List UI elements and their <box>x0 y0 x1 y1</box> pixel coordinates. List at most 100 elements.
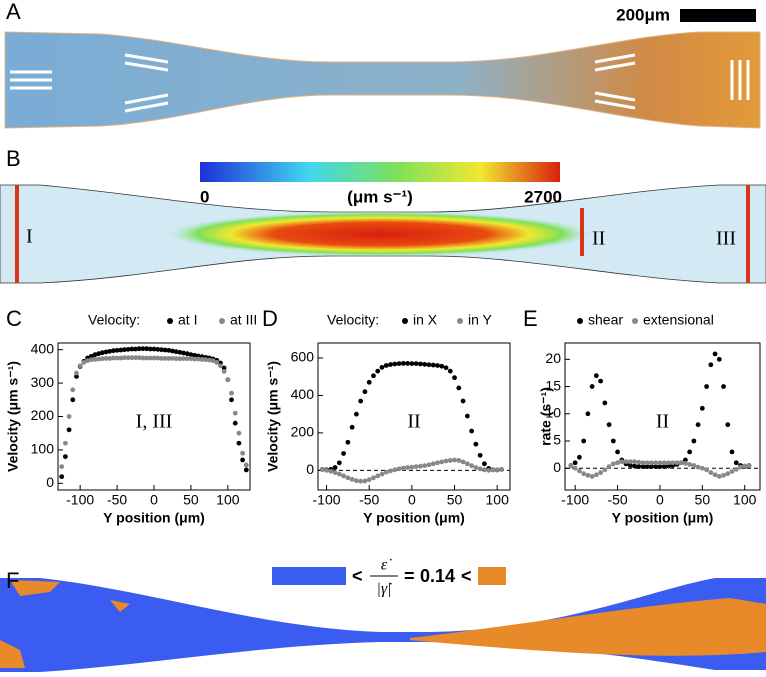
data-point <box>413 464 419 469</box>
data-point <box>232 410 238 416</box>
data-point <box>379 471 385 477</box>
data-point <box>400 361 406 366</box>
data-point <box>114 355 120 361</box>
data-point <box>214 359 220 365</box>
data-point <box>725 471 731 477</box>
data-point <box>435 363 440 368</box>
data-point <box>460 459 466 465</box>
data-point <box>661 460 667 466</box>
formula-denominator: |γ̇| <box>376 581 392 598</box>
legend-marker <box>632 318 638 324</box>
data-point <box>721 472 726 478</box>
y-tick-label: 400 <box>291 386 315 402</box>
colorbar-min: 0 <box>200 187 209 206</box>
legend-label: extensional <box>643 312 714 328</box>
data-point <box>358 398 364 404</box>
panel-b: 0 (μm s⁻¹) 2700 I II III B <box>0 146 766 284</box>
data-point <box>653 464 659 469</box>
data-point <box>236 440 242 446</box>
data-point <box>70 387 76 393</box>
data-point <box>400 465 406 471</box>
data-point <box>708 470 714 475</box>
data-point <box>708 362 714 368</box>
data-point <box>409 361 415 366</box>
data-point <box>336 471 342 477</box>
data-point <box>439 363 445 369</box>
data-point <box>136 346 142 352</box>
data-point <box>738 464 743 470</box>
formula-equals: = <box>404 566 415 586</box>
annotation: II <box>656 411 669 433</box>
data-point <box>593 373 599 379</box>
legend-label: in X <box>413 312 438 328</box>
data-point <box>615 460 620 466</box>
data-point <box>644 464 650 469</box>
y-axis-label: Velocity (μm s⁻¹) <box>5 361 21 472</box>
data-point <box>725 422 731 428</box>
data-point <box>627 459 633 465</box>
x-tick-label: 50 <box>183 492 199 508</box>
data-point <box>147 346 153 352</box>
data-point <box>405 465 410 470</box>
data-point <box>221 365 227 371</box>
data-point <box>206 357 212 363</box>
data-point <box>687 449 693 455</box>
data-point <box>716 473 722 479</box>
scale-bar-label: 200μm <box>616 5 670 24</box>
data-point <box>473 441 479 447</box>
colorbar-max: 2700 <box>524 187 562 206</box>
data-point <box>170 348 175 354</box>
legend-label: at I <box>178 312 197 328</box>
data-point <box>144 346 150 352</box>
data-point <box>147 355 153 361</box>
y-tick-label: 5 <box>553 432 561 448</box>
annotation: II <box>407 411 420 433</box>
formula-left: < <box>352 566 363 586</box>
data-point <box>712 351 718 357</box>
data-point <box>568 463 574 468</box>
panel-f: < ε̇ |γ̇| = 0.14 < F <box>0 557 766 672</box>
data-point <box>162 347 168 353</box>
extensional-patch <box>0 580 130 668</box>
legend-label: at III <box>230 312 257 328</box>
data-point <box>319 467 325 472</box>
x-tick-label: 50 <box>447 492 463 508</box>
legend-label: shear <box>588 312 623 328</box>
data-point <box>494 467 500 473</box>
data-point <box>345 439 351 445</box>
data-point <box>122 355 127 361</box>
data-point <box>598 378 604 384</box>
data-point <box>240 450 246 456</box>
panel-letter: E <box>523 306 538 331</box>
data-point <box>661 464 667 469</box>
legend-title: Velocity: <box>327 312 379 328</box>
data-point <box>733 460 739 466</box>
y-tick-label: 200 <box>291 424 315 440</box>
legend-marker <box>167 318 173 324</box>
data-point <box>158 347 164 353</box>
data-point <box>666 460 671 466</box>
y-tick-label: 20 <box>545 350 561 366</box>
data-point <box>435 460 440 466</box>
data-point <box>77 363 83 369</box>
data-point <box>125 346 131 352</box>
data-point <box>129 355 135 361</box>
data-point <box>210 358 216 364</box>
data-point <box>610 438 616 444</box>
data-point <box>413 361 419 366</box>
data-point <box>426 462 432 468</box>
panel-letter: F <box>6 568 19 593</box>
data-point <box>589 473 595 479</box>
data-point <box>422 361 428 367</box>
data-point <box>62 440 68 446</box>
data-point <box>589 384 595 389</box>
chart: 0 5 10 15 20 -100 -50 0 50 100 Y position (μm) rate… <box>523 306 761 526</box>
data-point <box>452 457 457 463</box>
data-point <box>229 390 234 396</box>
data-point <box>383 469 389 475</box>
data-point <box>184 351 190 357</box>
colorbar <box>200 162 560 182</box>
data-point <box>59 464 65 470</box>
data-point <box>653 460 659 466</box>
section-label: I <box>26 226 33 248</box>
